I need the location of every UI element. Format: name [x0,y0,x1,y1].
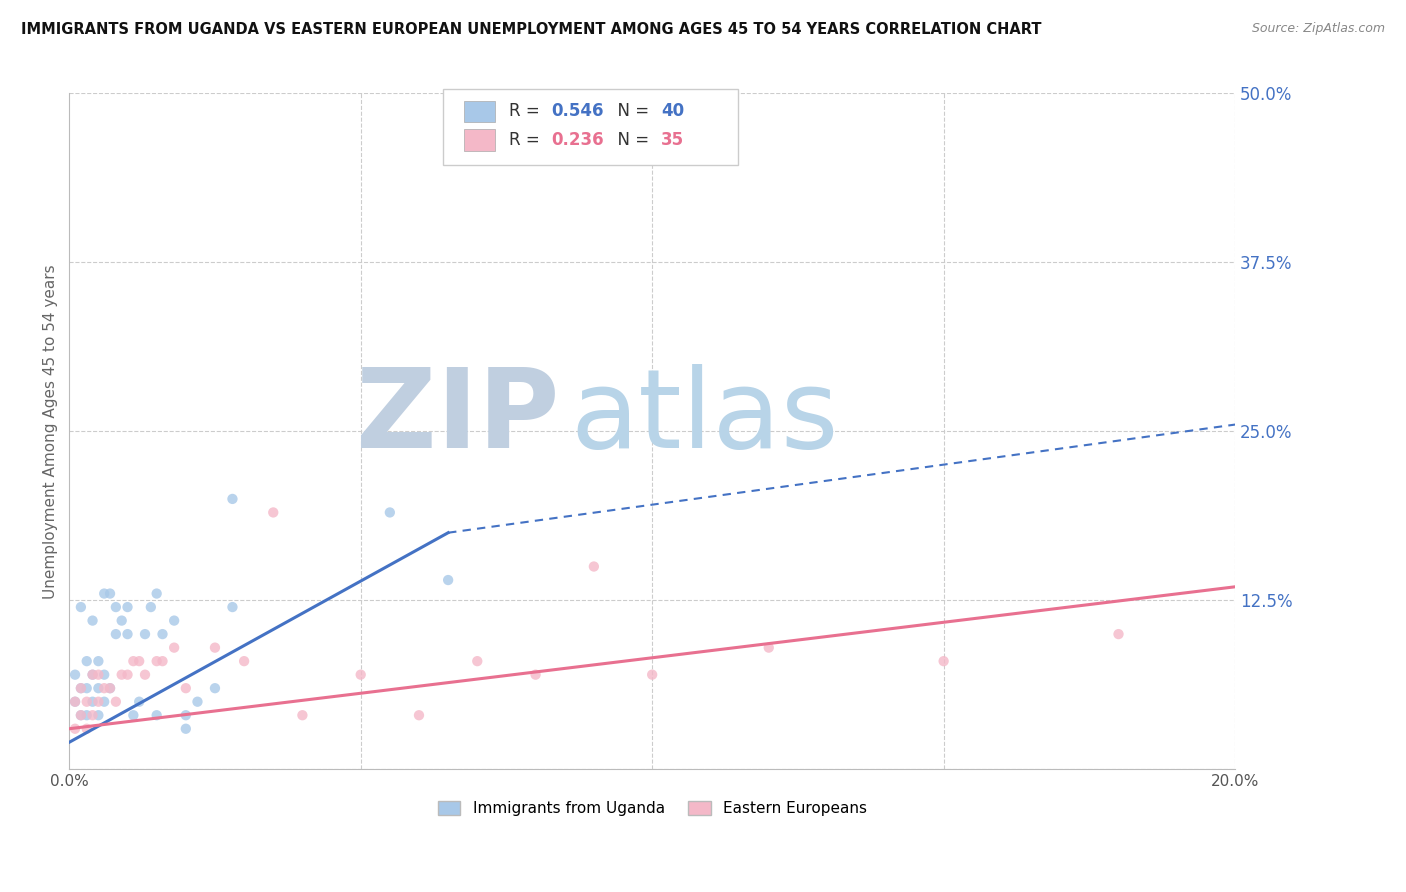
Point [70,600,93,615]
Point [76,681,98,696]
Point [93,667,115,681]
Point [163,640,186,655]
Point [93,681,115,696]
Point [524,667,547,681]
Point [408,708,430,723]
Text: 0.236: 0.236 [551,131,603,149]
Point [152,627,174,641]
Point [163,614,186,628]
Point [82,667,104,681]
Point [87,654,110,668]
Point [104,695,127,709]
Point [145,654,167,668]
Point [174,681,197,696]
Point [63,695,86,709]
Point [82,695,104,709]
Point [117,627,139,641]
Point [186,695,208,709]
Point [350,667,373,681]
Point [117,667,139,681]
Point [378,505,401,519]
Point [93,695,115,709]
Point [87,695,110,709]
Point [111,614,134,628]
Point [117,600,139,615]
Point [63,695,86,709]
Point [76,654,98,668]
Text: R =: R = [509,103,546,120]
Point [233,654,256,668]
Y-axis label: Unemployment Among Ages 45 to 54 years: Unemployment Among Ages 45 to 54 years [44,264,58,599]
Point [63,667,86,681]
Point [932,654,955,668]
Point [291,708,314,723]
Point [82,708,104,723]
Point [204,640,226,655]
Point [758,640,780,655]
Point [70,681,93,696]
Point [174,722,197,736]
Point [145,708,167,723]
Legend: Immigrants from Uganda, Eastern Europeans: Immigrants from Uganda, Eastern European… [432,795,873,822]
Point [82,667,104,681]
Point [262,505,284,519]
Point [122,708,145,723]
Text: 0.546: 0.546 [551,103,603,120]
Point [70,708,93,723]
Point [204,681,226,696]
Point [98,586,121,600]
Point [145,586,167,600]
Text: 35: 35 [661,131,683,149]
Point [641,667,664,681]
Point [128,654,150,668]
Text: 40: 40 [661,103,683,120]
Text: IMMIGRANTS FROM UGANDA VS EASTERN EUROPEAN UNEMPLOYMENT AMONG AGES 45 TO 54 YEAR: IMMIGRANTS FROM UGANDA VS EASTERN EUROPE… [21,22,1042,37]
Text: ZIP: ZIP [356,364,560,471]
Point [122,654,145,668]
Point [221,600,243,615]
Point [87,667,110,681]
Point [104,600,127,615]
Point [437,573,460,587]
Point [93,586,115,600]
Point [1108,627,1130,641]
Text: R =: R = [509,131,546,149]
Point [70,708,93,723]
Point [104,627,127,641]
Point [98,681,121,696]
Point [87,681,110,696]
Point [76,722,98,736]
Point [98,681,121,696]
Text: Source: ZipAtlas.com: Source: ZipAtlas.com [1251,22,1385,36]
Point [134,627,156,641]
Point [465,654,488,668]
Point [87,708,110,723]
Point [76,695,98,709]
Point [139,600,162,615]
Point [582,559,605,574]
Point [174,708,197,723]
Point [128,695,150,709]
Point [134,667,156,681]
Point [111,667,134,681]
Point [63,722,86,736]
Text: N =: N = [607,131,655,149]
Text: atlas: atlas [571,364,839,471]
Point [82,614,104,628]
Point [221,491,243,506]
Text: N =: N = [607,103,655,120]
Point [152,654,174,668]
Point [70,681,93,696]
Point [76,708,98,723]
